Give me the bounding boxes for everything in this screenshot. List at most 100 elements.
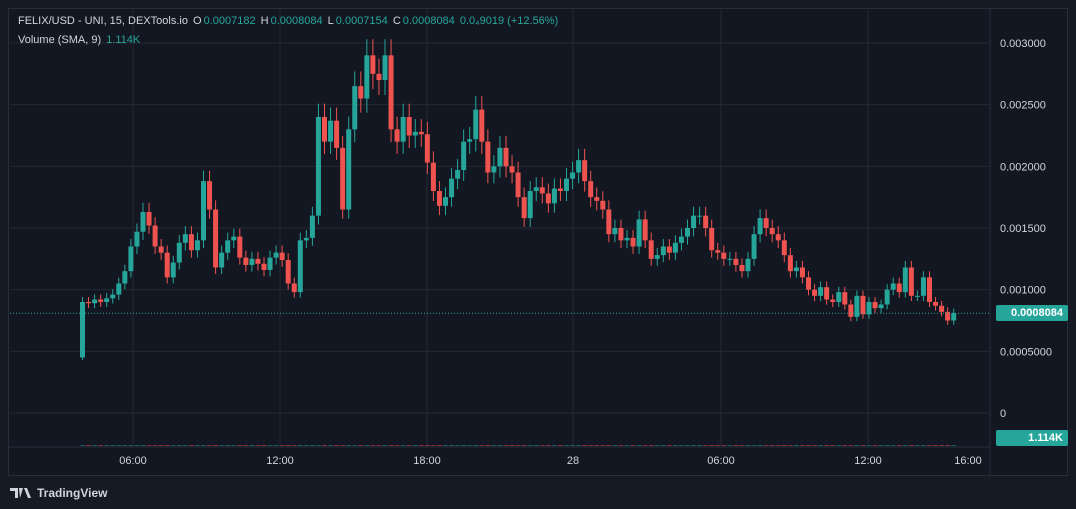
x-tick-label: 16:00 (954, 455, 982, 467)
candle-body (914, 295, 920, 297)
volume-bar (866, 444, 872, 446)
candle-body (606, 209, 612, 235)
volume-bar (951, 444, 957, 446)
volume-bar (322, 444, 327, 446)
candle-body (297, 240, 303, 293)
close-label: C (392, 15, 401, 27)
tradingview-footer[interactable]: TradingView (10, 484, 107, 502)
volume-bar (715, 444, 721, 446)
candle-body (582, 160, 588, 182)
candle-body (824, 287, 830, 300)
candle-body (382, 55, 388, 81)
volume-bar (648, 444, 654, 446)
candle-body (576, 160, 582, 173)
candle-body (364, 55, 370, 99)
volume-bar (624, 444, 630, 446)
candle-body (751, 234, 757, 259)
volume-bar (261, 444, 267, 446)
y-tick-label: 0.003000 (1000, 38, 1046, 50)
volume-bar (358, 444, 364, 446)
candle-body (872, 302, 878, 309)
candle-body (787, 255, 793, 272)
candle-body (806, 277, 811, 290)
candle-body (394, 129, 400, 142)
volume-label[interactable]: Volume (SMA, 9) (18, 34, 102, 46)
candle-body (533, 187, 539, 192)
volume-bar (594, 444, 600, 446)
candle-body (703, 215, 709, 229)
candle-body (799, 267, 805, 278)
volume-bar (255, 444, 261, 446)
candle-body (570, 172, 576, 179)
volume-bar (618, 444, 624, 446)
volume-bar (92, 444, 98, 446)
candle-body (285, 260, 291, 284)
candle-body (201, 181, 206, 241)
candle-body (261, 263, 267, 270)
candle-body (182, 234, 188, 243)
volume-bar (654, 444, 660, 446)
volume-bar (927, 444, 932, 446)
volume-bar (757, 444, 763, 446)
last-price-tag: 0.0008084 (996, 305, 1068, 322)
candle-body (122, 271, 128, 284)
volume-bar (697, 444, 703, 446)
candle-body (920, 277, 926, 296)
volume-bar (449, 444, 455, 446)
candle-body (588, 181, 594, 198)
candle-body (654, 255, 660, 259)
volume-bar (364, 444, 370, 446)
volume-bar (164, 444, 170, 446)
volume-bar (461, 444, 467, 446)
volume-bar (201, 444, 206, 446)
candle-body (400, 117, 406, 142)
symbol-legend: FELIX/USD - UNI, 15, DEXTools.io O 0.0007… (18, 15, 560, 27)
candle-body (793, 267, 799, 272)
volume-bar (890, 444, 896, 446)
volume-bar (733, 444, 739, 446)
candle-body (509, 166, 515, 173)
candle-body (303, 237, 309, 241)
volume-bar (564, 444, 569, 446)
close-value: 0.0008084 (402, 15, 455, 27)
volume-bar (376, 444, 382, 446)
candle-body (697, 215, 703, 217)
candle-body (709, 228, 715, 251)
volume-bar (557, 444, 563, 446)
symbol-header[interactable]: FELIX/USD - UNI, 15, DEXTools.io (18, 15, 188, 27)
candle-body (678, 236, 684, 243)
candle-body (406, 117, 412, 136)
candle-body (485, 141, 491, 173)
volume-bar (545, 444, 551, 446)
volume-bar (443, 444, 448, 446)
candle-body (188, 234, 194, 251)
candle-body (624, 237, 630, 241)
volume-bar (412, 444, 418, 446)
volume-bar (176, 444, 182, 446)
volume-bar (128, 444, 134, 446)
volume-bar (146, 444, 152, 446)
candle-body (660, 246, 666, 256)
candle-body (600, 200, 606, 210)
candle-body (927, 277, 932, 303)
volume-bar (818, 444, 824, 446)
volume-bar (636, 444, 642, 446)
candle-body (267, 257, 273, 270)
candle-body (273, 252, 279, 258)
volume-bar (497, 444, 503, 446)
volume-bar (806, 444, 811, 446)
volume-bar (225, 444, 231, 446)
volume-bar (920, 444, 926, 446)
candle-body (491, 166, 497, 173)
candle-body (473, 109, 479, 140)
candle-body (503, 147, 509, 167)
candle-body (685, 228, 690, 237)
volume-bar (781, 444, 787, 446)
volume-bar (799, 444, 805, 446)
volume-bar (884, 444, 890, 446)
candle-body (104, 298, 110, 303)
candle-body (830, 299, 836, 303)
candle-body (594, 197, 600, 201)
candle-body (237, 236, 243, 258)
